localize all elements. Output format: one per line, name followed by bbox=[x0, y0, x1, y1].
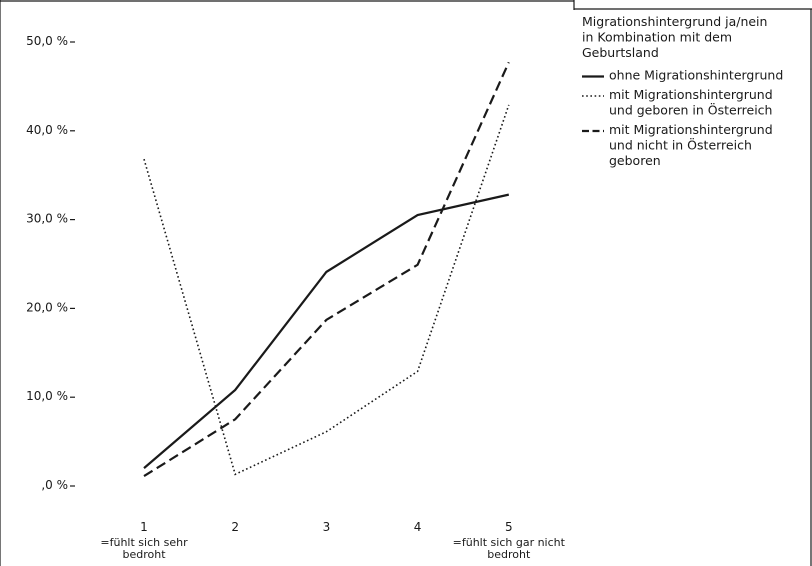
y-tick-label: 50,0 % bbox=[26, 34, 68, 48]
x-tick-label: 4 bbox=[414, 520, 422, 534]
x-tick-label: 3 bbox=[323, 520, 331, 534]
x-tick-sublabel: =fühlt sich gar nicht bbox=[453, 536, 566, 549]
y-axis: ,0 % 10,0 % 20,0 % 30,0 % 40,0 % 50,0 % bbox=[26, 34, 75, 492]
x-tick-label: 2 bbox=[231, 520, 239, 534]
series-line-3 bbox=[143, 61, 510, 478]
legend-entry-3: und nicht in Österreich bbox=[609, 137, 752, 153]
x-tick-sublabel: bedroht bbox=[487, 548, 531, 561]
x-tick-label: 5 bbox=[505, 520, 513, 534]
x-tick-label: 1 bbox=[140, 520, 148, 534]
y-tick-label: 10,0 % bbox=[26, 389, 68, 403]
legend-title: Geburtsland bbox=[582, 45, 659, 60]
legend-entry-1: ohne Migrationshintergrund bbox=[609, 68, 783, 83]
legend-title: Migrationshintergrund ja/nein bbox=[582, 14, 767, 29]
y-tick-label: 40,0 % bbox=[26, 123, 68, 137]
x-tick-sublabel: =fühlt sich sehr bbox=[100, 536, 188, 549]
y-tick-label: 20,0 % bbox=[26, 300, 68, 314]
legend-entry-3: mit Migrationshintergrund bbox=[609, 122, 773, 137]
legend-title: in Kombination mit dem bbox=[582, 30, 732, 45]
x-tick-sublabel: bedroht bbox=[122, 548, 166, 561]
legend-entry-2: mit Migrationshintergrund bbox=[609, 87, 773, 102]
y-tick-label: ,0 % bbox=[41, 478, 68, 492]
legend-entry-2: und geboren in Österreich bbox=[609, 102, 772, 118]
y-tick-label: 30,0 % bbox=[26, 212, 68, 226]
series-line-2 bbox=[143, 104, 510, 476]
series-lines bbox=[143, 61, 510, 478]
legend-entry-3: geboren bbox=[609, 153, 661, 168]
series-line-1 bbox=[143, 193, 510, 469]
